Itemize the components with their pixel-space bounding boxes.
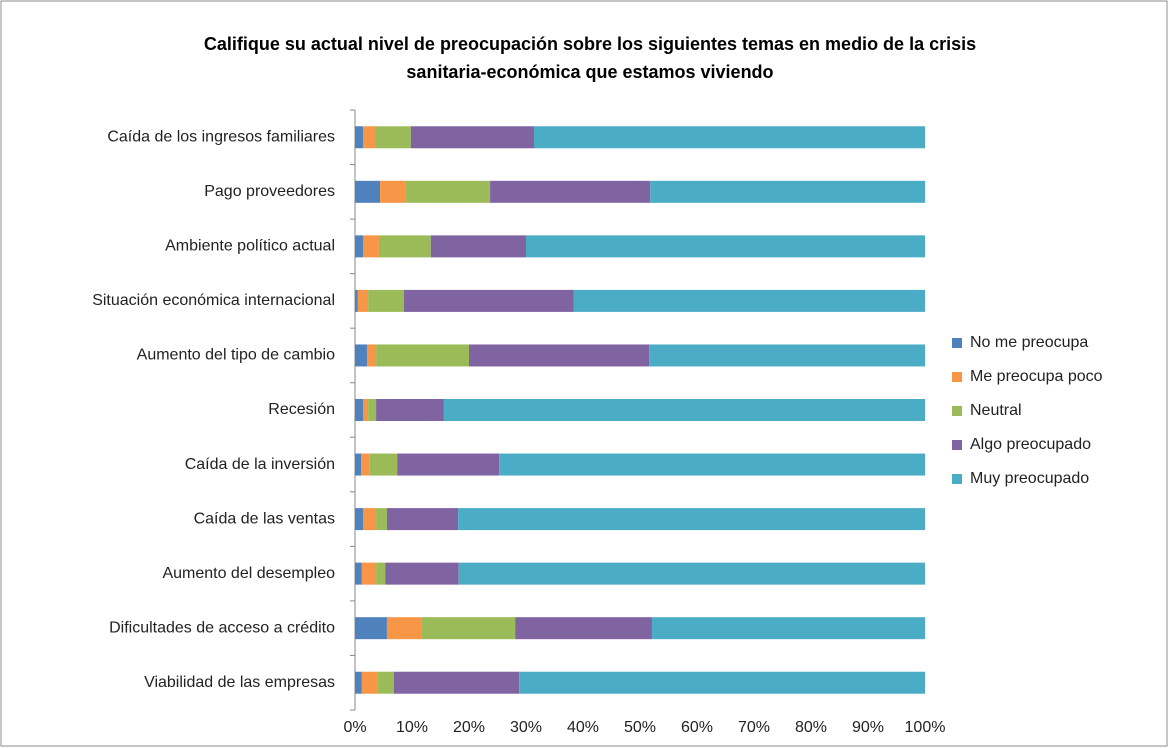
legend-swatch [952,406,962,416]
legend-swatch [952,474,962,484]
x-tick-label: 40% [567,719,599,736]
bar-segment [410,126,534,149]
bar-segment [515,617,652,640]
x-tick-label: 100% [905,719,946,736]
bar-segment [393,671,520,694]
bar-segment [386,508,459,531]
legend-label: Neutral [970,402,1022,419]
bar-segment [649,344,925,367]
bar-segment [355,671,362,694]
x-tick-label: 90% [852,719,884,736]
bar-segment [405,180,491,203]
bar-segment [362,399,369,421]
legend-label: Me preocupa poco [970,368,1103,385]
bar-segment [378,235,431,258]
bar-segment [369,453,398,476]
bar-segment [404,289,574,312]
bar-segment [376,562,386,585]
bar-segment [355,617,387,640]
y-tick-label: Aumento del tipo de cambio [137,347,335,364]
y-tick-label: Recesión [268,401,335,418]
bar-segment [362,508,377,531]
bar-segment [469,344,650,367]
x-tick-label: 50% [624,719,656,736]
x-tick-label: 10% [396,719,428,736]
bar-segment [376,399,444,421]
bar-segment [355,126,363,149]
bar-segment [362,235,379,258]
bar-segment [368,289,405,312]
bar-segment [650,180,925,203]
bar-segment [355,235,363,258]
x-tick-label: 20% [453,719,485,736]
legend-swatch [952,372,962,382]
bar-segment [361,562,377,585]
bar-segment [376,508,387,531]
x-tick-label: 80% [795,719,827,736]
bar-segment [368,399,377,421]
legend-swatch [952,440,962,450]
bar-segment [355,508,363,531]
y-tick-label: Caída de las ventas [194,510,335,527]
bar-segment [355,453,362,476]
x-tick-label: 30% [510,719,542,736]
bar-segment [499,453,925,476]
bar-segment [458,562,925,585]
bar-segment [361,671,378,694]
bar-segment [573,289,925,312]
bar-segment [443,399,925,421]
legend-label: Algo preocupado [970,436,1091,453]
bar-segment [377,671,394,694]
x-tick-label: 0% [343,719,366,736]
bar-segment [430,235,526,258]
y-tick-label: Caída de la inversión [185,456,335,473]
bar-segment [376,344,469,367]
bar-segment [357,289,369,312]
bar-segment [533,126,925,149]
y-tick-label: Aumento del desempleo [162,565,335,582]
bar-segment [458,508,925,531]
x-tick-label: 60% [681,719,713,736]
bar-segment [397,453,500,476]
y-tick-label: Ambiente político actual [165,238,335,255]
bar-segment [355,562,362,585]
bar-segment [362,126,375,149]
legend-label: No me preocupa [970,334,1088,351]
bar-segment [526,235,925,258]
bar-segment [355,344,367,367]
y-tick-label: Situación económica internacional [92,292,335,309]
bar-segment [355,180,381,203]
chart-title: Califique su actual nivel de preocupació… [203,34,977,82]
y-tick-label: Caída de los ingresos familiares [107,128,335,145]
bar-segment [519,671,925,694]
bar-segment [421,617,516,640]
legend-label: Muy preocupado [970,470,1089,487]
bar-segment [490,180,651,203]
y-tick-label: Dificultades de acceso a crédito [109,619,335,636]
bar-segment [651,617,925,640]
y-tick-label: Viabilidad de las empresas [144,674,335,691]
bar-segment [385,562,459,585]
bar-segment [355,399,363,421]
x-tick-label: 70% [738,719,770,736]
bar-segment [355,289,358,312]
bar-segment [380,180,406,203]
bar-segment [374,126,411,149]
bar-segment [361,453,370,476]
y-tick-label: Pago proveedores [204,183,335,200]
bar-segment [386,617,422,640]
bar-segment [366,344,377,367]
legend-swatch [952,338,962,348]
